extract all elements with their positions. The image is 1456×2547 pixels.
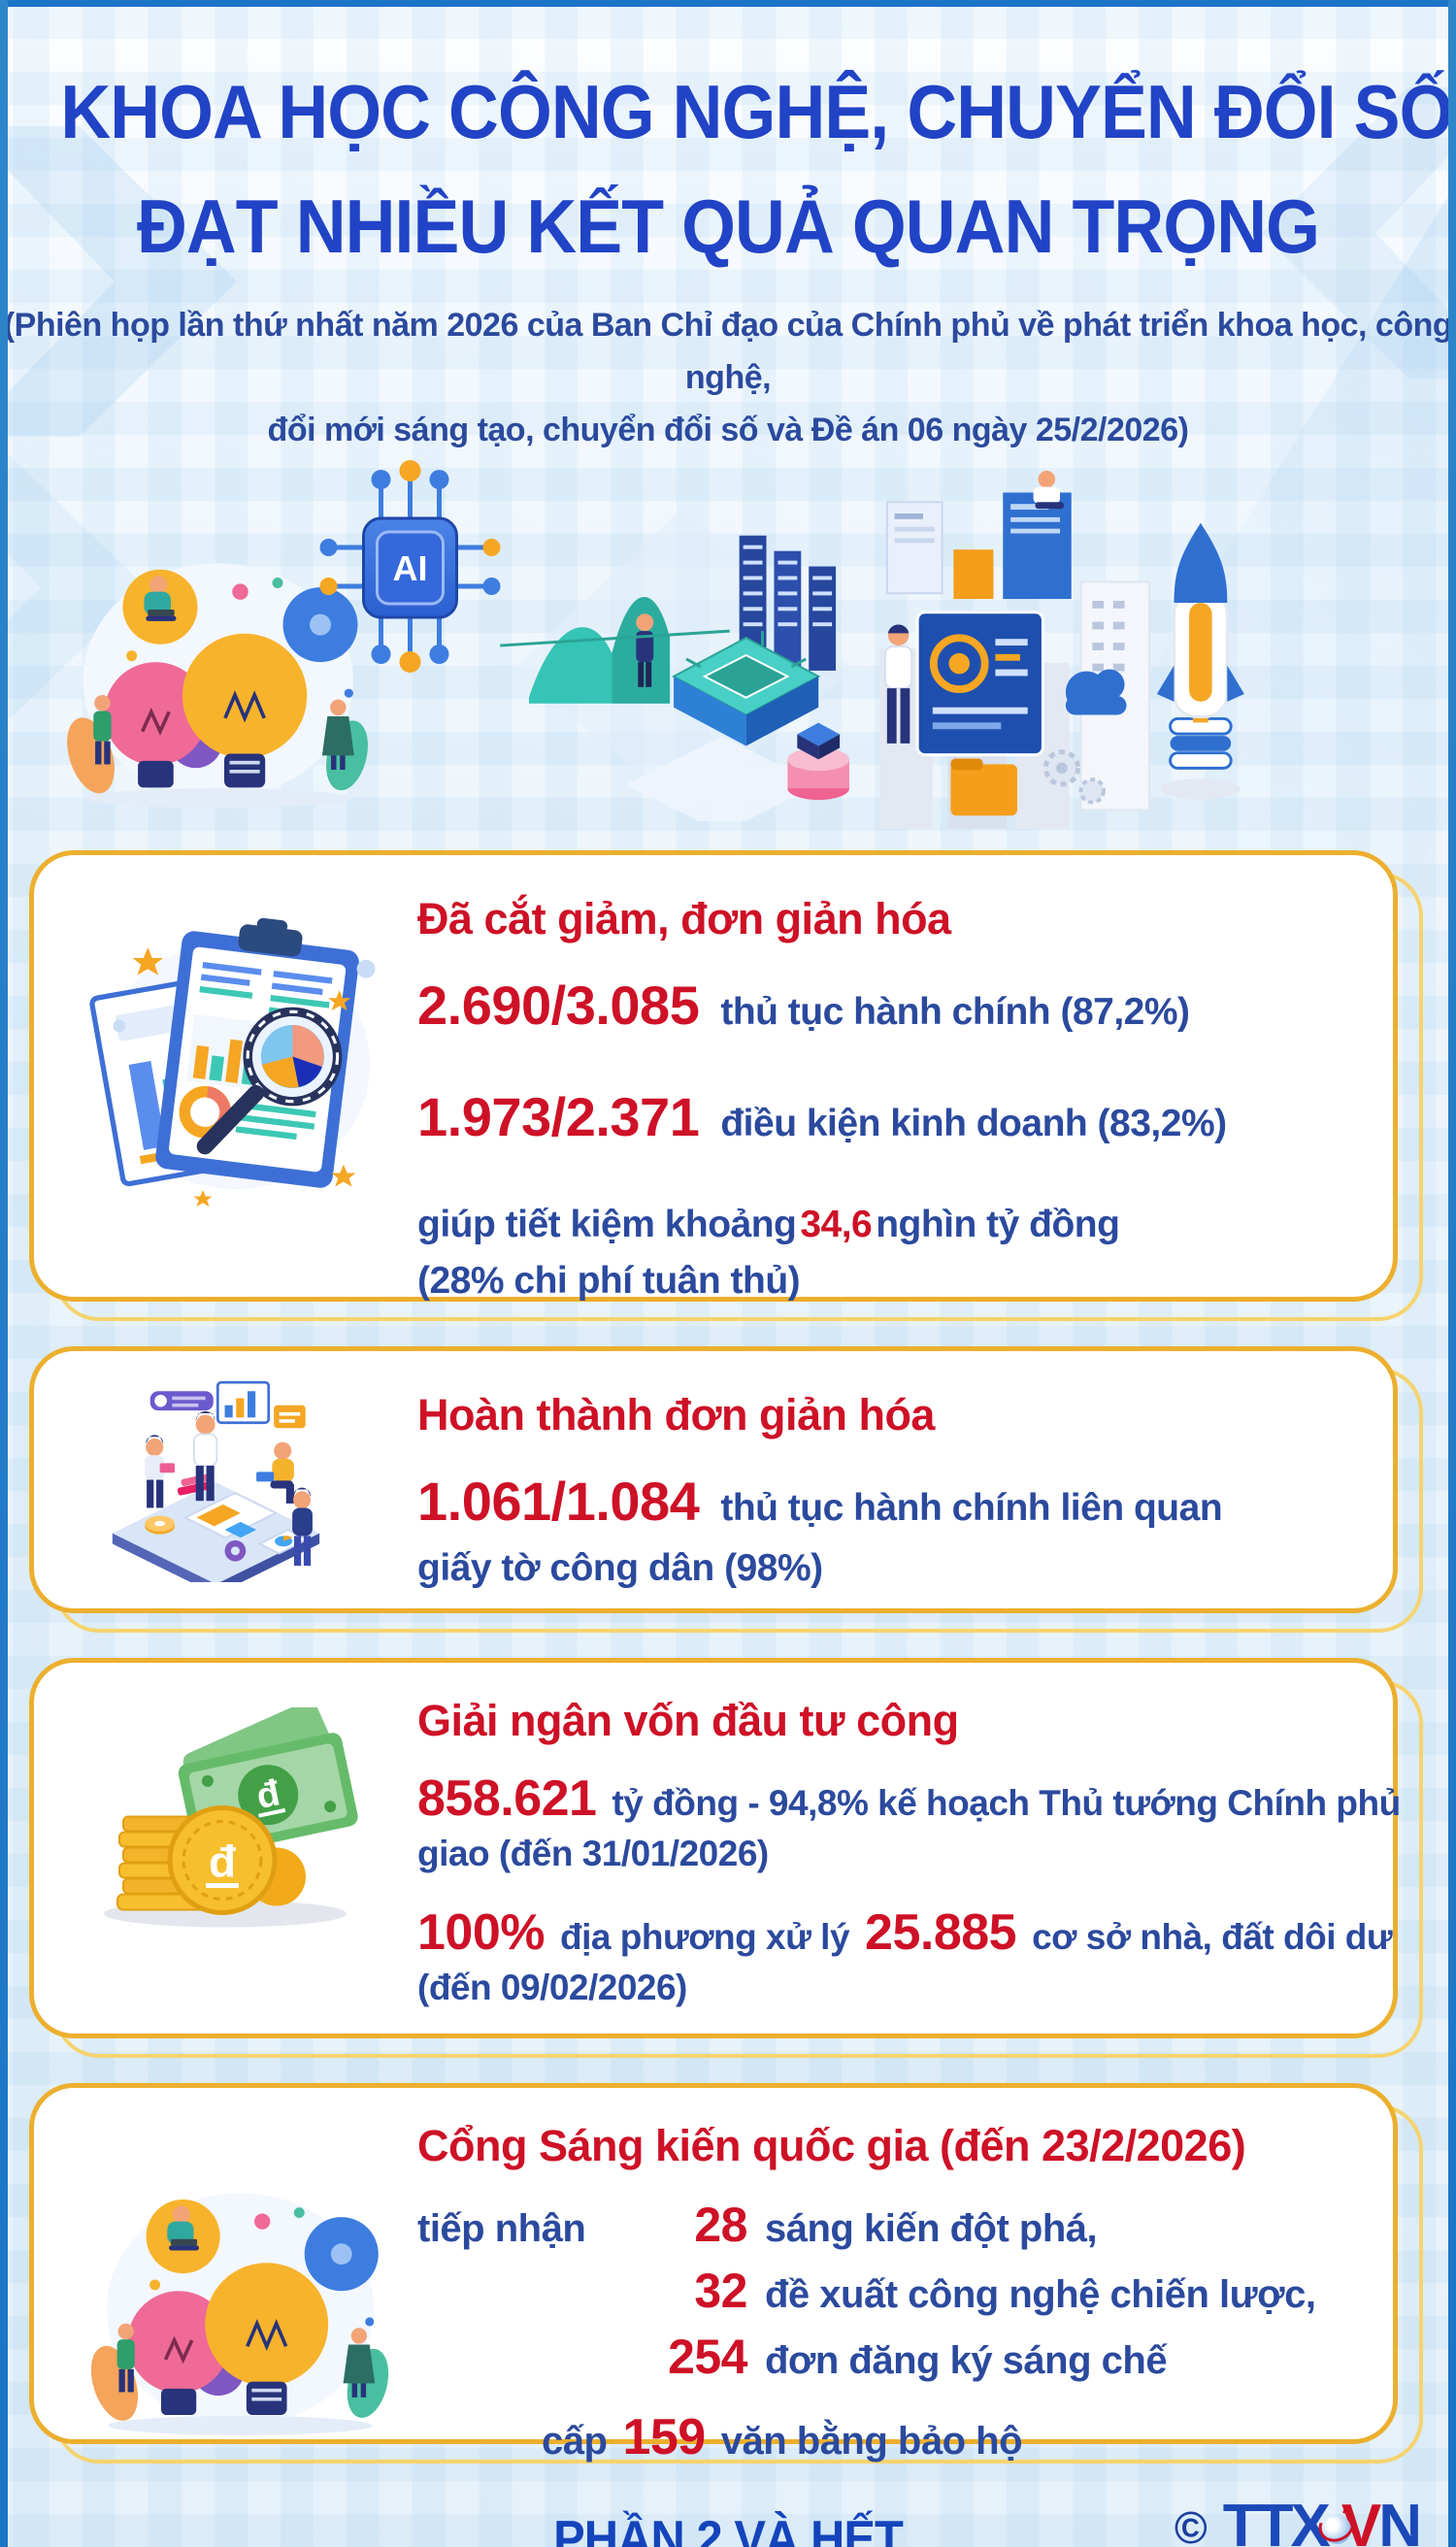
initiative-row: 32 đề xuất công nghệ chiến lược, xyxy=(417,2263,1358,2319)
card-title: Hoàn thành đơn giản hóa xyxy=(417,1390,935,1439)
row-text: đề xuất công nghệ chiến lược, xyxy=(765,2273,1316,2316)
money-icon xyxy=(75,1707,366,1945)
page-title-line2: ĐẠT NHIỀU KẾT QUẢ QUAN TRỌNG xyxy=(136,183,1320,269)
card-national-initiative-portal: Cổng Sáng kiến quốc gia (đến 23/2/2026) … xyxy=(29,2083,1423,2465)
frame-edge xyxy=(0,0,8,2547)
savings-note-line2: (28% chi phí tuân thủ) xyxy=(417,1253,1358,1309)
stat-value: 2.690/3.085 xyxy=(417,975,700,1036)
logo-ttx: TTX xyxy=(1222,2493,1331,2547)
card-public-investment: Giải ngân vốn đầu tư công 858.621 tỷ đồn… xyxy=(29,1658,1423,2058)
stat-row: 2.690/3.085 thủ tục hành chính (87,2%) xyxy=(417,974,1358,1037)
part-label: PHẦN 2 VÀ HẾT xyxy=(553,2511,904,2547)
stat-value: 858.621 xyxy=(417,1770,597,1827)
tech-city-illustration xyxy=(500,493,867,821)
page-title: KHOA HỌC CÔNG NGHỆ, CHUYỂN ĐỔI SỐ ĐẠT NH… xyxy=(0,54,1456,283)
stat-text-line2: giấy tờ công dân (98%) xyxy=(417,1547,823,1589)
header: KHOA HỌC CÔNG NGHỆ, CHUYỂN ĐỔI SỐ ĐẠT NH… xyxy=(0,0,1456,456)
page-subtitle-line2: đổi mới sáng tạo, chuyển đổi số và Đề án… xyxy=(267,412,1189,448)
ai-chip-icon xyxy=(311,450,510,679)
note-text: giúp tiết kiệm khoảng xyxy=(417,1204,797,1245)
stat-text-line2: (đến 09/02/2026) xyxy=(417,1968,687,2007)
row-intro: tiếp nhận xyxy=(417,2207,586,2250)
stat-text-line2: giao (đến 31/01/2026) xyxy=(417,1834,769,1873)
stat-row: 858.621 tỷ đồng - 94,8% kế hoạch Thủ tướ… xyxy=(417,1770,1401,1828)
globe-icon xyxy=(1312,2502,1361,2547)
stat-value: 1.973/2.371 xyxy=(417,1086,700,1147)
savings-note: giúp tiết kiệm khoảng 34,6 nghìn tỷ đồng xyxy=(417,1197,1358,1253)
stat-row: 100% địa phương xử lý 25.885 cơ sở nhà, … xyxy=(417,1903,1393,1962)
clipboard-analytics-icon xyxy=(81,904,386,1209)
stat-value: 100% xyxy=(417,1904,546,1961)
logo-n: N xyxy=(1378,2493,1422,2547)
hero-illustrations xyxy=(0,468,1456,829)
row-text: sáng kiến đột phá, xyxy=(765,2207,1098,2250)
stat-row: 1.973/2.371 điều kiện kinh doanh (83,2%) xyxy=(417,1085,1358,1148)
stat-text: địa phương xử lý xyxy=(560,1917,850,1957)
row-value: 32 xyxy=(694,2264,747,2318)
stat-text: thủ tục hành chính liên quan xyxy=(720,1487,1223,1529)
frame-edge xyxy=(0,0,1456,7)
copyright-icon: © xyxy=(1174,2502,1208,2547)
ttxvn-wordmark: TTX V N xyxy=(1222,2493,1422,2547)
row-value: 254 xyxy=(668,2330,747,2384)
page-title-line1: KHOA HỌC CÔNG NGHỆ, CHUYỂN ĐỔI SỐ xyxy=(60,69,1453,154)
stat-text: cơ sở nhà, đất dôi dư xyxy=(1032,1917,1393,1957)
card-complete-simplify: Hoàn thành đơn giản hóa 1.061/1.084 thủ … xyxy=(29,1346,1423,1633)
note-text: (28% chi phí tuân thủ) xyxy=(417,1259,801,1302)
card-title: Cổng Sáng kiến quốc gia (đến 23/2/2026) xyxy=(417,2121,1246,2170)
row-value: 28 xyxy=(694,2198,747,2252)
grant-text: văn bằng bảo hộ xyxy=(720,2420,1023,2463)
stat-value: 1.061/1.084 xyxy=(417,1471,700,1532)
frame-edge xyxy=(1448,0,1456,2547)
stat-value: 25.885 xyxy=(865,1904,1017,1961)
stat-row: 1.061/1.084 thủ tục hành chính liên quan xyxy=(417,1470,1358,1533)
page-subtitle-line1: (Phiên họp lần thứ nhất năm 2026 của Ban… xyxy=(3,307,1453,396)
note-value: 34,6 xyxy=(800,1204,873,1245)
stat-text: điều kiện kinh doanh (83,2%) xyxy=(720,1103,1227,1144)
initiative-row: tiếp nhận 28 sáng kiến đột phá, xyxy=(417,2197,1358,2253)
page-subtitle: (Phiên họp lần thứ nhất năm 2026 của Ban… xyxy=(0,299,1456,456)
team-workspace-icon xyxy=(102,1369,330,1582)
grant-value: 159 xyxy=(622,2409,706,2465)
card-title: Giải ngân vốn đầu tư công xyxy=(417,1696,959,1745)
stat-text: tỷ đồng - 94,8% kế hoạch Thủ tướng Chính… xyxy=(612,1783,1401,1823)
card-title: Đã cắt giảm, đơn giản hóa xyxy=(417,894,951,943)
note-text: nghìn tỷ đồng xyxy=(876,1204,1120,1245)
row-text: đơn đăng ký sáng chế xyxy=(765,2339,1168,2382)
grant-prefix: cấp xyxy=(542,2420,608,2463)
digital-rocket-illustration xyxy=(854,468,1266,829)
grant-row: cấp 159 văn bằng bảo hộ xyxy=(542,2408,1358,2466)
initiative-row: 254 đơn đăng ký sáng chế xyxy=(417,2329,1358,2385)
card-cut-simplify: Đã cắt giảm, đơn giản hóa 2.690/3.085 th… xyxy=(29,850,1423,1321)
lightbulb-ideas-icon xyxy=(55,2162,416,2443)
stat-text: thủ tục hành chính (87,2%) xyxy=(720,991,1190,1033)
